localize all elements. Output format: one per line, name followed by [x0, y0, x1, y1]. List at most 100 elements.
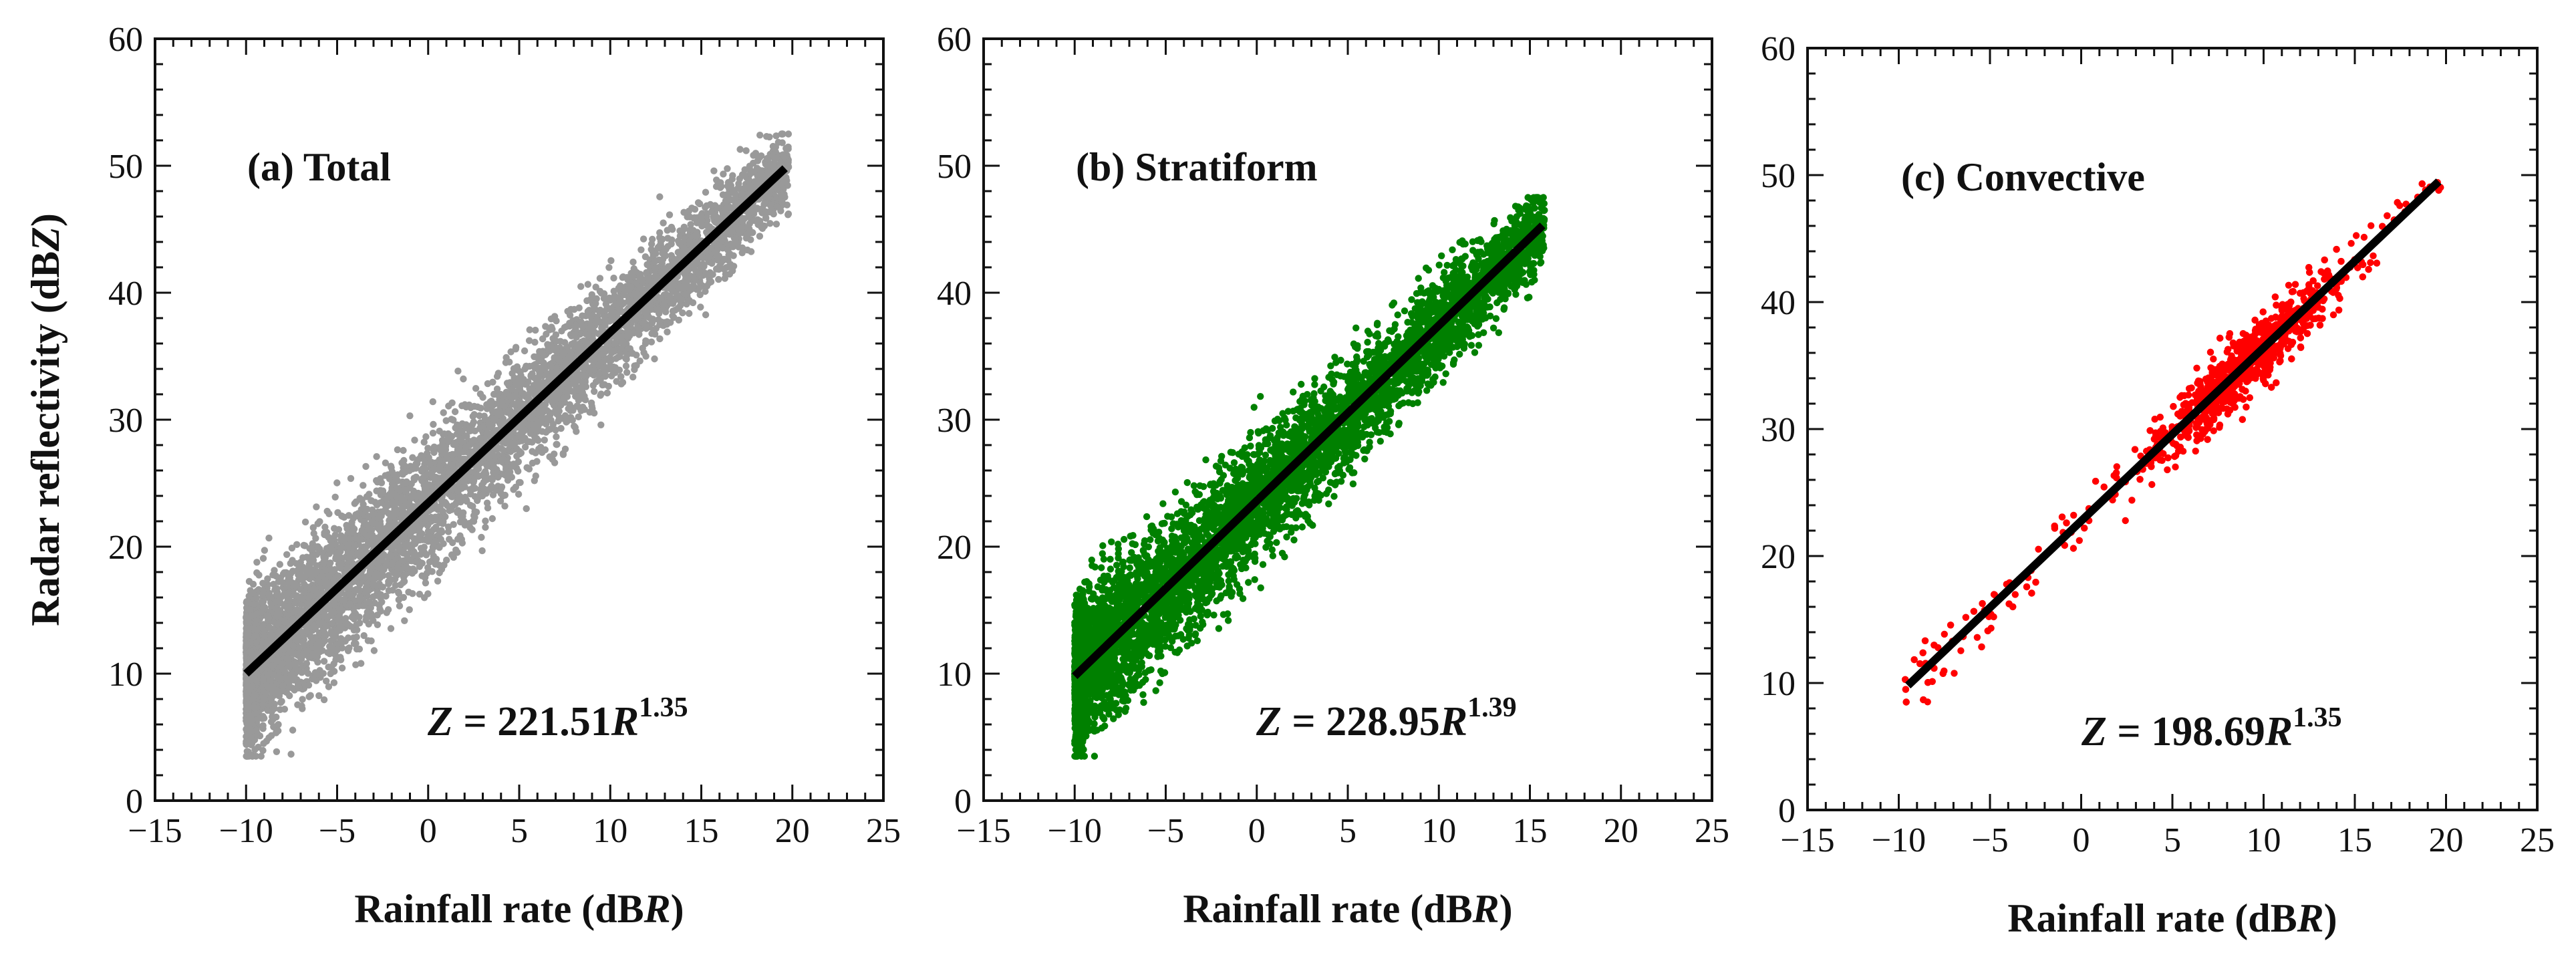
- scatter-point: [456, 493, 464, 500]
- scatter-point: [623, 324, 631, 332]
- scatter-point: [506, 358, 513, 366]
- scatter-point: [764, 168, 772, 176]
- scatter-point: [362, 462, 370, 470]
- scatter-point: [486, 454, 494, 462]
- scatter-point: [530, 362, 537, 370]
- scatter-point: [668, 223, 676, 231]
- scatter-point: [382, 459, 390, 466]
- scatter-point: [484, 504, 492, 512]
- scatter-point: [408, 480, 415, 488]
- scatter-point: [730, 263, 738, 270]
- scatter-point: [331, 597, 338, 605]
- scatter-point: [395, 589, 402, 597]
- scatter-point: [747, 248, 755, 255]
- scatter-point: [498, 401, 506, 409]
- scatter-point: [446, 535, 453, 543]
- scatter-point: [553, 433, 560, 440]
- scatter-point: [383, 609, 390, 616]
- scatter-point: [281, 706, 289, 713]
- scatter-point: [632, 315, 639, 323]
- scatter-point: [592, 283, 599, 291]
- scatter-point: [362, 506, 369, 513]
- scatter-point: [434, 577, 442, 585]
- scatter-point: [265, 734, 273, 742]
- scatter-point: [596, 360, 603, 368]
- scatter-point: [411, 550, 419, 557]
- scatter-point: [512, 344, 520, 351]
- scatter-point: [584, 281, 591, 288]
- scatter-point: [375, 525, 382, 533]
- scatter-point: [579, 312, 586, 319]
- scatter-point: [756, 132, 764, 139]
- scatter-point: [607, 257, 615, 265]
- scatter-point: [387, 625, 395, 632]
- scatter-point: [527, 389, 534, 396]
- scatter-point: [380, 507, 388, 515]
- scatter-point: [470, 512, 478, 519]
- scatter-point: [338, 664, 346, 672]
- scatter-point: [339, 513, 346, 520]
- scatter-point: [693, 259, 701, 267]
- scatter-point: [639, 286, 647, 294]
- scatter-point: [378, 598, 386, 605]
- scatter-point: [463, 432, 470, 440]
- scatter-point: [362, 573, 369, 581]
- scatter-point: [516, 385, 523, 393]
- scatter-point: [656, 321, 664, 328]
- scatter-point: [551, 459, 559, 466]
- scatter-point: [620, 291, 627, 299]
- scatter-point: [275, 620, 282, 627]
- scatter-point: [643, 269, 650, 276]
- scatter-point: [289, 557, 296, 564]
- scatter-point: [595, 376, 603, 384]
- scatter-point: [299, 696, 306, 703]
- scatter-point: [305, 594, 313, 602]
- scatter-point: [649, 315, 657, 323]
- scatter-point: [756, 217, 764, 225]
- scatter-point: [342, 620, 349, 628]
- scatter-point: [784, 211, 792, 219]
- scatter-point: [299, 575, 307, 583]
- scatter-point: [562, 360, 570, 367]
- scatter-point: [303, 553, 311, 561]
- scatter-point: [623, 369, 631, 376]
- scatter-point: [385, 587, 393, 594]
- scatter-point: [629, 258, 637, 266]
- scatter-point: [685, 207, 693, 215]
- scatter-point: [690, 281, 697, 289]
- scatter-point: [466, 441, 474, 448]
- scatter-point: [728, 175, 736, 183]
- scatter-point: [622, 362, 630, 370]
- scatter-point: [634, 323, 641, 331]
- scatter-point: [539, 335, 547, 343]
- scatter-point: [751, 178, 758, 185]
- scatter-point: [601, 317, 609, 324]
- scatter-point: [422, 551, 430, 559]
- scatter-point: [267, 632, 275, 640]
- scatter-point: [501, 503, 509, 510]
- scatter-point: [313, 568, 320, 575]
- scatter-point: [360, 482, 367, 489]
- scatter-point: [728, 204, 735, 211]
- scatter-points: [243, 130, 793, 760]
- scatter-point: [702, 311, 710, 319]
- scatter-point: [396, 602, 404, 609]
- scatter-point: [334, 549, 341, 557]
- scatter-point: [591, 388, 598, 395]
- scatter-point: [694, 199, 702, 207]
- scatter-point: [351, 500, 358, 507]
- scatter-point: [448, 461, 456, 468]
- scatter-point: [552, 331, 560, 339]
- scatter-point: [498, 483, 506, 491]
- scatter-point: [642, 352, 650, 360]
- scatter-point: [400, 446, 407, 454]
- scatter-point: [378, 479, 386, 487]
- scatter-point: [303, 660, 311, 667]
- scatter-point: [489, 378, 496, 386]
- scatter-point: [259, 587, 267, 595]
- scatter-point: [639, 279, 647, 286]
- scatter-point: [490, 390, 498, 398]
- scatter-point: [309, 524, 317, 531]
- scatter-point: [436, 569, 443, 577]
